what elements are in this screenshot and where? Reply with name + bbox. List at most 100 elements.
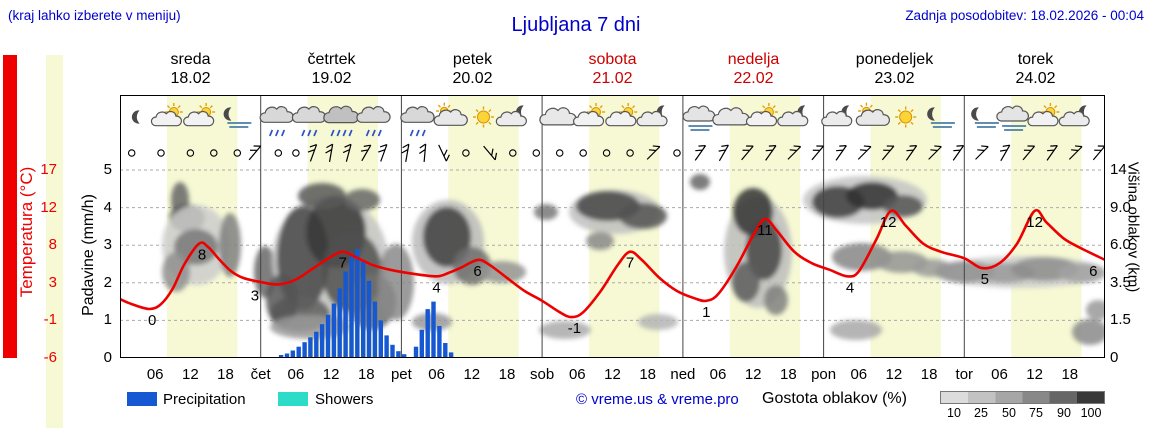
day-name: sobota bbox=[588, 51, 637, 68]
cloud-scale-tick: 10 bbox=[947, 406, 961, 420]
day-header-sreda: sreda 18.02 bbox=[120, 50, 261, 88]
day-date: 22.02 bbox=[733, 70, 774, 87]
day-name: ponedeljek bbox=[855, 51, 934, 68]
x-hour-tick: 06 bbox=[850, 366, 868, 383]
day-header-ponedeljek: ponedeljek 23.02 bbox=[824, 50, 965, 88]
x-day-abbrev: čet bbox=[250, 366, 271, 383]
precipitation-tick: 3 bbox=[103, 236, 112, 254]
daytime-color-strip bbox=[46, 55, 63, 428]
x-hour-tick: 12 bbox=[885, 366, 903, 383]
temperature-axis-color-bar bbox=[3, 55, 17, 358]
x-hour-tick: 18 bbox=[217, 366, 234, 383]
svg-text:11: 11 bbox=[757, 222, 773, 239]
day-date: 20.02 bbox=[452, 70, 493, 87]
cloud-density-legend-label: Gostota oblakov (%) bbox=[762, 390, 907, 407]
last-updated: Zadnja posodobitev: 18.02.2026 - 00:04 bbox=[905, 8, 1144, 23]
temperature-tick: 17 bbox=[40, 161, 57, 178]
precipitation-tick: 4 bbox=[103, 198, 112, 216]
day-header-torek: torek 24.02 bbox=[965, 50, 1106, 88]
cloud-scale-tick: 90 bbox=[1057, 406, 1071, 420]
cloud-scale-tick: 50 bbox=[1002, 406, 1016, 420]
x-day-abbrev: sob bbox=[530, 366, 555, 383]
location-hint: (kraj lahko izberete v meniju) bbox=[8, 8, 181, 23]
svg-text:4: 4 bbox=[846, 279, 854, 296]
day-name: torek bbox=[1017, 51, 1054, 68]
day-name: sreda bbox=[170, 51, 211, 68]
precipitation-tick: 0 bbox=[103, 349, 112, 366]
x-day-abbrev: ned bbox=[670, 366, 696, 383]
cloud-scale-tick: 100 bbox=[1080, 406, 1102, 420]
x-hour-tick: 12 bbox=[463, 366, 481, 383]
x-day-abbrev: pet bbox=[390, 366, 412, 383]
precipitation-tick: 1 bbox=[103, 311, 112, 329]
x-hour-tick: 18 bbox=[920, 366, 938, 383]
cloud-height-tick: 1.5 bbox=[1110, 311, 1131, 329]
x-hour-tick: 18 bbox=[498, 366, 516, 383]
x-hour-tick: 12 bbox=[182, 366, 199, 383]
day-date: 19.02 bbox=[311, 70, 352, 87]
cloud-density-gradient-bar bbox=[940, 391, 1105, 404]
day-date: 23.02 bbox=[874, 70, 915, 87]
x-hour-tick: 06 bbox=[287, 366, 305, 383]
precipitation-swatch bbox=[127, 392, 157, 406]
page-title: Ljubljana 7 dni bbox=[511, 14, 641, 36]
x-hour-tick: 18 bbox=[1061, 366, 1079, 383]
svg-text:4: 4 bbox=[432, 279, 440, 296]
day-name: petek bbox=[452, 51, 493, 68]
day-header-cetrtek: četrtek 19.02 bbox=[261, 50, 402, 88]
precipitation-tick: 5 bbox=[103, 161, 112, 178]
x-hour-tick: 06 bbox=[146, 366, 164, 383]
svg-text:5: 5 bbox=[981, 271, 989, 288]
cloud-height-tick: 14 bbox=[1110, 161, 1127, 178]
cloud-height-tick: 9.0 bbox=[1110, 198, 1131, 216]
temperature-tick: 12 bbox=[40, 198, 57, 216]
temperature-tick: -6 bbox=[43, 349, 57, 366]
x-hour-tick: 18 bbox=[639, 366, 657, 383]
x-hour-tick: 06 bbox=[991, 366, 1008, 383]
svg-text:1: 1 bbox=[702, 304, 710, 321]
svg-text:6: 6 bbox=[473, 263, 481, 280]
day-header-petek: petek 20.02 bbox=[402, 50, 543, 88]
x-hour-tick: 12 bbox=[322, 366, 340, 383]
x-day-abbrev: pon bbox=[811, 366, 837, 383]
day-header-nedelja: nedelja 22.02 bbox=[683, 50, 824, 88]
x-hour-tick: 12 bbox=[604, 366, 621, 383]
svg-text:7: 7 bbox=[339, 255, 347, 272]
x-hour-tick: 06 bbox=[709, 366, 727, 383]
showers-legend-label: Showers bbox=[315, 391, 374, 408]
temperature-tick: 8 bbox=[48, 236, 57, 254]
day-name: četrtek bbox=[307, 51, 356, 68]
svg-text:6: 6 bbox=[1089, 263, 1097, 280]
day-date: 18.02 bbox=[170, 70, 211, 87]
svg-text:7: 7 bbox=[626, 255, 634, 272]
day-date: 24.02 bbox=[1015, 70, 1056, 87]
day-header-sobota: sobota 21.02 bbox=[542, 50, 683, 88]
svg-text:8: 8 bbox=[198, 247, 206, 264]
x-hour-tick: 18 bbox=[357, 366, 375, 383]
x-hour-tick: 06 bbox=[568, 366, 586, 383]
temperature-tick: 3 bbox=[48, 273, 57, 291]
cloud-scale-tick: 25 bbox=[974, 406, 988, 420]
svg-text:12: 12 bbox=[880, 214, 897, 231]
credit-link[interactable]: © vreme.us & vreme.pro bbox=[576, 391, 739, 408]
precipitation-legend-label: Precipitation bbox=[163, 391, 246, 408]
cloud-scale-tick: 75 bbox=[1029, 406, 1043, 420]
day-name: nedelja bbox=[727, 51, 780, 68]
showers-swatch bbox=[278, 392, 308, 406]
x-hour-tick: 12 bbox=[1026, 366, 1043, 383]
precipitation-tick: 2 bbox=[103, 273, 112, 291]
x-hour-tick: 18 bbox=[780, 366, 797, 383]
x-hour-tick: 12 bbox=[744, 366, 762, 383]
x-hour-tick: 06 bbox=[428, 366, 445, 383]
svg-text:12: 12 bbox=[1026, 214, 1043, 231]
day-date: 21.02 bbox=[592, 70, 633, 87]
svg-text:3: 3 bbox=[251, 287, 259, 304]
temperature-tick: -1 bbox=[43, 311, 57, 329]
cloud-height-tick: 3.5 bbox=[1110, 273, 1131, 291]
cloud-height-axis-label: Višina oblakov (km) bbox=[1124, 161, 1142, 293]
svg-text:-1: -1 bbox=[568, 320, 581, 337]
cloud-height-tick: 0 bbox=[1110, 349, 1119, 366]
cloud-height-tick: 6.0 bbox=[1110, 236, 1131, 254]
x-day-abbrev: tor bbox=[955, 366, 974, 383]
